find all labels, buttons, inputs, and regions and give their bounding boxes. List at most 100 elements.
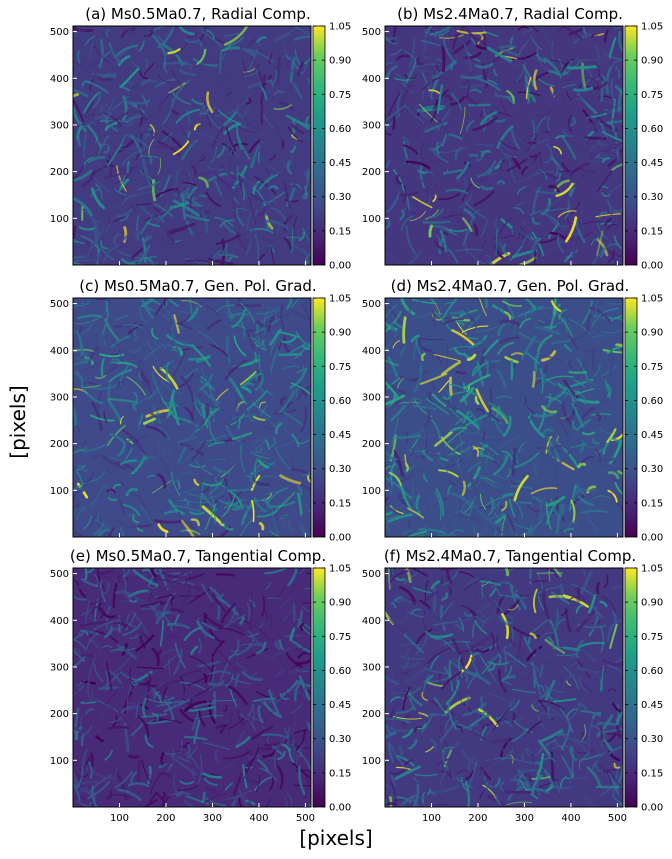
panel-f: (f) Ms2.4Ma0.7, Tangential Comp. 100 200 30… [362,547,663,824]
colorbar-tick-label-c-0.60: 0.60 [329,396,351,407]
panel-e: (e) Ms0.5Ma0.7, Tangential Comp. 100 200 30… [50,547,351,824]
y-tick-label-a-300: 300 [50,120,69,131]
y-tick-label-f-400: 400 [362,616,381,627]
colorbar-tick-label-a-0.15: 0.15 [329,226,351,237]
y-tick-label-b-500: 500 [362,27,381,38]
x-tick-label-f-300: 300 [515,813,534,824]
figure-y-label: [pixels] [6,385,30,459]
colorbar-tick-label-d-0.15: 0.15 [641,498,663,509]
panel-title-f: (f) Ms2.4Ma0.7, Tangential Comp. [384,547,636,565]
colorbar-tick-label-e-0.60: 0.60 [329,666,351,677]
heatmap-texture-e [73,568,311,807]
colorbar-tick-label-d-0.90: 0.90 [641,328,663,339]
colorbar-tick-label-a-0.30: 0.30 [329,192,351,203]
colorbar-tick-label-d-0.45: 0.45 [641,430,663,441]
x-tick-label-e-400: 400 [249,813,268,824]
x-tick-label-f-500: 500 [608,813,627,824]
panel-c: (c) Ms0.5Ma0.7, Gen. Pol. Grad. 100 200 300… [50,277,351,544]
panel-title-c: (c) Ms0.5Ma0.7, Gen. Pol. Grad. [79,277,316,295]
colorbar-tick-label-c-0.15: 0.15 [329,498,351,509]
heatmap-texture-b [385,26,623,265]
y-tick-label-b-300: 300 [362,120,381,131]
colorbar-tick-label-f-0.15: 0.15 [641,768,663,779]
x-tick-label-e-100: 100 [110,813,129,824]
colorbar-tick-label-f-0.30: 0.30 [641,734,663,745]
y-tick-label-c-300: 300 [50,392,69,403]
y-tick-label-d-200: 200 [362,439,381,450]
y-tick-label-c-400: 400 [50,346,69,357]
colorbar-tick-label-a-0.75: 0.75 [329,90,351,101]
y-tick-label-f-500: 500 [362,569,381,580]
colorbar-tick-label-c-1.05: 1.05 [329,294,351,305]
colorbar-a [312,25,326,266]
colorbar-b [624,25,638,266]
colorbar-tick-label-e-0.15: 0.15 [329,768,351,779]
colorbar-tick-label-c-0.75: 0.75 [329,362,351,373]
y-tick-label-a-100: 100 [50,214,69,225]
x-tick-label-f-100: 100 [422,813,441,824]
colorbar-tick-label-b-1.05: 1.05 [641,22,663,33]
colorbar-c [312,297,326,538]
y-tick-label-f-100: 100 [362,756,381,767]
colorbar-tick-label-f-0.45: 0.45 [641,700,663,711]
panel-title-d: (d) Ms2.4Ma0.7, Gen. Pol. Grad. [391,277,630,295]
y-tick-label-a-500: 500 [50,27,69,38]
colorbar-tick-label-d-1.05: 1.05 [641,294,663,305]
colorbar-tick-label-d-0.60: 0.60 [641,396,663,407]
y-tick-label-f-200: 200 [362,709,381,720]
y-tick-label-c-100: 100 [50,486,69,497]
x-tick-label-e-500: 500 [296,813,315,824]
y-tick-label-a-400: 400 [50,74,69,85]
y-tick-label-e-400: 400 [50,616,69,627]
colorbar-tick-label-f-1.05: 1.05 [641,564,663,575]
x-tick-label-f-200: 200 [468,813,487,824]
colorbar-e [312,567,326,808]
colorbar-d [624,297,638,538]
panel-b: (b) Ms2.4Ma0.7, Radial Comp. 100 200 300 400… [362,5,663,272]
panel-a: (a) Ms0.5Ma0.7, Radial Comp. 100 200 300 400… [50,5,351,272]
colorbar-tick-label-c-0.00: 0.00 [329,533,351,544]
colorbar-tick-label-b-0.90: 0.90 [641,56,663,67]
y-tick-label-d-300: 300 [362,392,381,403]
y-tick-label-b-400: 400 [362,74,381,85]
colorbar-tick-label-e-0.00: 0.00 [329,803,351,814]
colorbar-tick-label-f-0.00: 0.00 [641,803,663,814]
panel-d: (d) Ms2.4Ma0.7, Gen. Pol. Grad. 100 200 300… [362,277,663,544]
colorbar-tick-label-b-0.75: 0.75 [641,90,663,101]
y-tick-label-d-100: 100 [362,486,381,497]
y-tick-label-c-200: 200 [50,439,69,450]
y-tick-label-d-500: 500 [362,299,381,310]
colorbar-tick-label-d-0.00: 0.00 [641,533,663,544]
colorbar-f [624,567,638,808]
y-tick-label-a-200: 200 [50,167,69,178]
colorbar-tick-label-e-1.05: 1.05 [329,564,351,575]
colorbar-tick-label-a-0.45: 0.45 [329,158,351,169]
colorbar-tick-label-b-0.00: 0.00 [641,261,663,272]
axes-frame-e [72,567,312,808]
colorbar-tick-label-e-0.75: 0.75 [329,632,351,643]
colorbar-tick-label-b-0.45: 0.45 [641,158,663,169]
axes-frame-d [384,297,624,538]
colorbar-tick-label-e-0.90: 0.90 [329,598,351,609]
x-tick-label-f-400: 400 [561,813,580,824]
colorbar-tick-label-d-0.30: 0.30 [641,464,663,475]
colorbar-tick-label-f-0.75: 0.75 [641,632,663,643]
colorbar-tick-label-c-0.90: 0.90 [329,328,351,339]
axes-frame-c [72,297,312,538]
y-tick-label-f-300: 300 [362,662,381,673]
colorbar-tick-label-b-0.15: 0.15 [641,226,663,237]
y-tick-label-e-200: 200 [50,709,69,720]
colorbar-tick-label-f-0.90: 0.90 [641,598,663,609]
colorbar-tick-label-c-0.30: 0.30 [329,464,351,475]
colorbar-tick-label-e-0.45: 0.45 [329,700,351,711]
colorbar-tick-label-f-0.60: 0.60 [641,666,663,677]
axes-frame-f [384,567,624,808]
y-tick-label-e-500: 500 [50,569,69,580]
y-tick-label-e-100: 100 [50,756,69,767]
y-tick-label-b-200: 200 [362,167,381,178]
colorbar-tick-label-a-0.00: 0.00 [329,261,351,272]
heatmap-texture-c [73,298,311,537]
colorbar-tick-label-c-0.45: 0.45 [329,430,351,441]
y-tick-label-e-300: 300 [50,662,69,673]
